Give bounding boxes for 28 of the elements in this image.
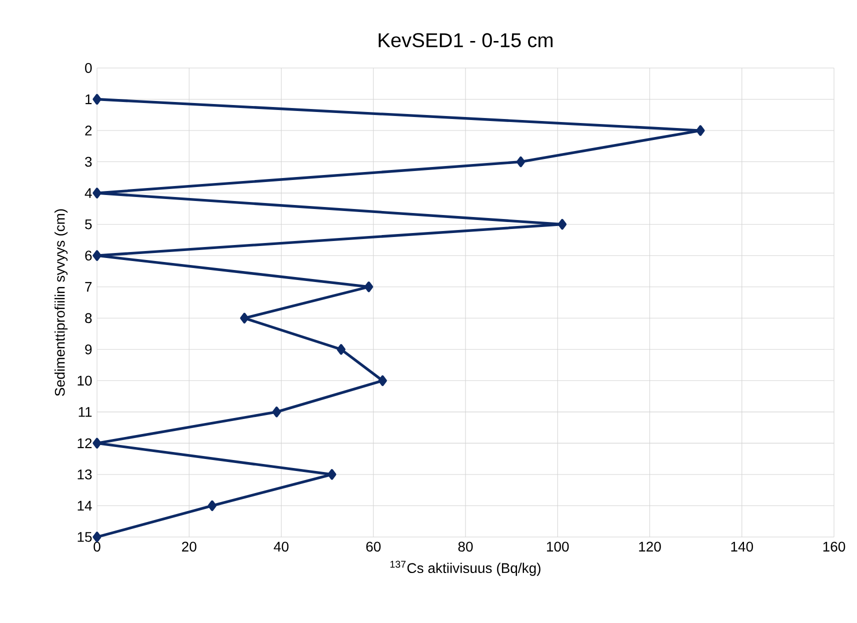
y-tick-label: 14 [78,500,92,511]
chart-title: KevSED1 - 0-15 cm [378,33,553,48]
y-tick-label: 11 [78,407,92,417]
y-tick-label: 10 [78,376,92,386]
x-tick-label: 100 [547,542,569,552]
y-tick-label: 15 [78,532,92,542]
x-axis-title: $^{137}$Cs aktiivisuus (Bq/kg) [390,560,540,576]
y-tick-label: 0 [85,63,92,73]
x-tick-label: 60 [366,542,381,552]
y-tick-label: 13 [78,470,92,480]
y-tick-label: 5 [85,219,92,230]
y-tick-label: 9 [85,344,92,354]
y-tick-label: 12 [78,438,92,448]
x-tick-label: 140 [731,542,753,552]
x-tick-label: 0 [94,542,100,552]
x-tick-label: 20 [182,542,196,552]
y-axis-title: Sedimenttiprofiilin syvyys (cm) [54,209,68,396]
y-tick-label: 2 [85,126,92,136]
y-tick-label: 7 [85,282,92,292]
x-tick-label: 120 [639,542,661,552]
y-tick-label: 6 [85,250,92,261]
x-tick-label: 80 [458,542,473,552]
y-tick-label: 1 [86,94,92,104]
x-tick-label: 160 [823,542,846,552]
y-tick-label: 4 [84,188,92,198]
y-tick-label: 8 [85,313,92,324]
x-tick-label: 40 [274,542,288,552]
y-tick-label: 3 [85,156,92,167]
